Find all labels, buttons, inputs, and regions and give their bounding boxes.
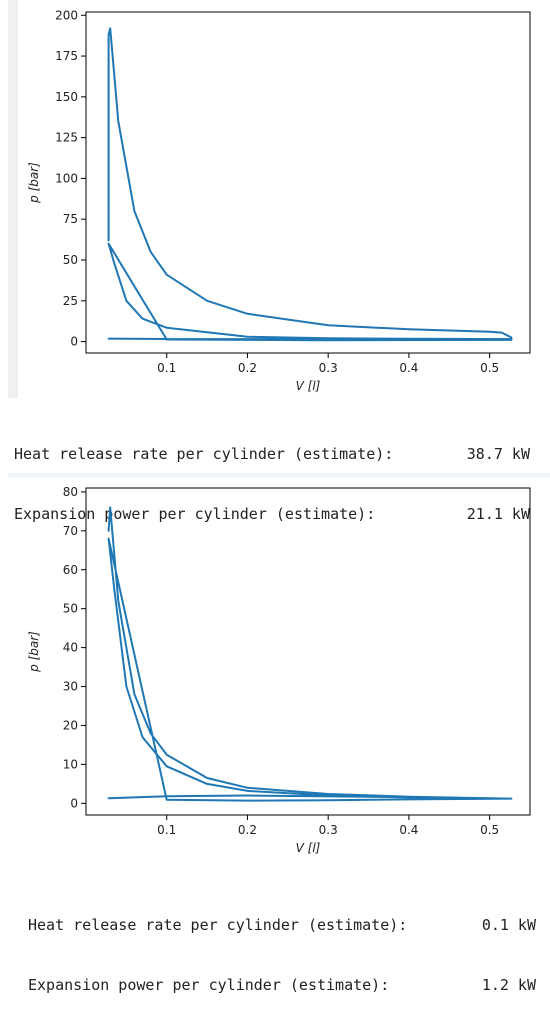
y-tick-label: 40 — [63, 641, 78, 655]
pv-cycle-curve — [107, 27, 513, 342]
stdout-text: Heat release rate per cylinder (estimate… — [14, 404, 530, 564]
y-tick-label: 50 — [63, 253, 78, 267]
y-tick-label: 10 — [63, 757, 78, 771]
y-tick: 175 — [55, 49, 86, 63]
y-tick: 200 — [55, 8, 86, 22]
y-tick: 10 — [63, 757, 86, 771]
stdout-line-heat-release: Heat release rate per cylinder (estimate… — [28, 915, 536, 935]
x-tick: 0.1 — [157, 353, 176, 375]
y-tick: 60 — [63, 563, 86, 577]
x-tick: 0.4 — [399, 815, 418, 837]
stdout-line-expansion-power: Expansion power per cylinder (estimate):… — [28, 975, 536, 995]
y-tick: 40 — [63, 641, 86, 655]
plot-frame — [85, 487, 531, 816]
pv-diagram-chart: 0.1 0.2 0.3 0.4 0.5 0 10 20 30 40 50 60 70 80 V [l] p [… — [27, 485, 531, 855]
heat-release-label: Heat release rate per cylinder (estimate… — [28, 916, 408, 934]
expansion-power-label: Expansion power per cylinder (estimate): — [14, 505, 376, 523]
y-axis-label: p [bar] — [27, 631, 41, 673]
y-tick: 50 — [63, 253, 86, 267]
pv-diagram-chart: 0.1 0.2 0.3 0.4 0.5 0 25 50 75 100 125 150 175 200 V [… — [27, 8, 531, 393]
x-axis-label: V [l] — [296, 379, 321, 393]
x-tick: 0.1 — [157, 815, 176, 837]
x-tick-label: 0.1 — [157, 823, 176, 837]
y-tick-label: 0 — [70, 796, 78, 810]
y-tick: 150 — [55, 90, 86, 104]
x-tick-label: 0.5 — [480, 361, 499, 375]
x-axis-label: V [l] — [296, 841, 321, 855]
y-tick: 100 — [55, 171, 86, 185]
x-tick: 0.5 — [480, 815, 499, 837]
x-tick-label: 0.4 — [399, 361, 418, 375]
expansion-power-value: 21.1 kW — [466, 505, 530, 523]
y-tick: 70 — [63, 524, 86, 538]
heat-release-value: 38.7 kW — [466, 445, 530, 463]
stdout-text: Heat release rate per cylinder (estimate… — [28, 875, 536, 1035]
y-tick-label: 125 — [55, 131, 78, 145]
x-tick-label: 0.2 — [238, 823, 257, 837]
y-tick: 30 — [63, 680, 86, 694]
heat-release-value: 0.1 kW — [481, 916, 536, 934]
y-tick-label: 0 — [70, 335, 78, 349]
y-tick: 0 — [70, 335, 86, 349]
y-tick-label: 25 — [63, 294, 78, 308]
y-tick-label: 70 — [63, 524, 78, 538]
x-tick: 0.2 — [238, 815, 257, 837]
y-tick: 75 — [63, 212, 86, 226]
x-tick: 0.3 — [319, 815, 338, 837]
y-tick-label: 20 — [63, 718, 78, 732]
heat-release-label: Heat release rate per cylinder (estimate… — [14, 445, 394, 463]
y-tick: 20 — [63, 718, 86, 732]
y-tick-label: 175 — [55, 49, 78, 63]
x-tick-label: 0.1 — [157, 361, 176, 375]
plot-frame — [85, 11, 531, 354]
y-tick: 0 — [70, 796, 86, 810]
x-tick: 0.3 — [319, 353, 338, 375]
cell-separator — [8, 473, 550, 477]
y-axis-label: p [bar] — [27, 162, 41, 204]
y-tick-label: 200 — [55, 8, 78, 22]
y-tick-label: 150 — [55, 90, 78, 104]
y-tick-label: 60 — [63, 563, 78, 577]
y-tick-label: 75 — [63, 212, 78, 226]
y-tick-label: 80 — [63, 485, 78, 499]
x-tick-label: 0.4 — [399, 823, 418, 837]
x-tick-label: 0.2 — [238, 361, 257, 375]
y-tick-label: 100 — [55, 171, 78, 185]
output-cell-2: 0.1 0.2 0.3 0.4 0.5 0 10 20 30 40 50 60 70 80 V [l] p [… — [0, 478, 550, 994]
y-tick-label: 30 — [63, 680, 78, 694]
x-tick: 0.2 — [238, 353, 257, 375]
stdout-line-expansion-power: Expansion power per cylinder (estimate):… — [14, 504, 530, 524]
output-bar — [8, 0, 18, 398]
y-tick: 25 — [63, 294, 86, 308]
x-tick-label: 0.5 — [480, 823, 499, 837]
y-tick: 80 — [63, 485, 86, 499]
expansion-power-value: 1.2 kW — [481, 976, 536, 994]
pv-cycle-curve — [107, 506, 513, 802]
y-tick: 50 — [63, 602, 86, 616]
x-tick: 0.4 — [399, 353, 418, 375]
y-tick: 125 — [55, 131, 86, 145]
x-tick: 0.5 — [480, 353, 499, 375]
x-tick-label: 0.3 — [319, 361, 338, 375]
x-tick-label: 0.3 — [319, 823, 338, 837]
y-tick-label: 50 — [63, 602, 78, 616]
output-cell-1: 0.1 0.2 0.3 0.4 0.5 0 25 50 75 100 125 150 175 200 V [… — [0, 0, 550, 523]
stdout-line-heat-release: Heat release rate per cylinder (estimate… — [14, 444, 530, 464]
expansion-power-label: Expansion power per cylinder (estimate): — [28, 976, 390, 994]
